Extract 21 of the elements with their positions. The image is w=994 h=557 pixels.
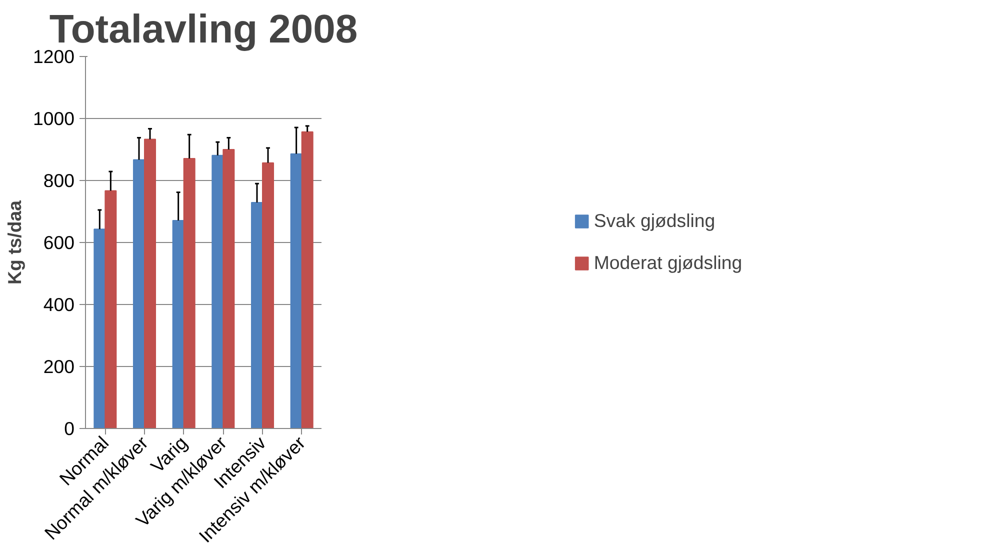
bar [262, 162, 274, 428]
y-tick-label: 200 [43, 356, 75, 377]
bar [94, 228, 106, 428]
bar [132, 159, 145, 428]
bar [144, 138, 156, 428]
bar [222, 149, 235, 428]
bar [250, 202, 263, 428]
y-tick-label: 800 [43, 170, 75, 191]
legend-label: Svak gjødsling [594, 210, 716, 232]
bar [172, 220, 184, 428]
y-tick-label: 0 [64, 418, 75, 439]
y-tick-label: 600 [43, 232, 75, 253]
legend-label: Moderat gjødsling [594, 252, 742, 274]
bar [104, 190, 117, 428]
y-axis-title: Kg ts/daa [4, 200, 25, 284]
bar [290, 153, 302, 428]
bar [212, 154, 224, 428]
bar [183, 158, 196, 428]
y-tick-label: 1000 [32, 108, 75, 129]
bar [301, 131, 314, 428]
y-tick-label: 400 [43, 294, 75, 315]
